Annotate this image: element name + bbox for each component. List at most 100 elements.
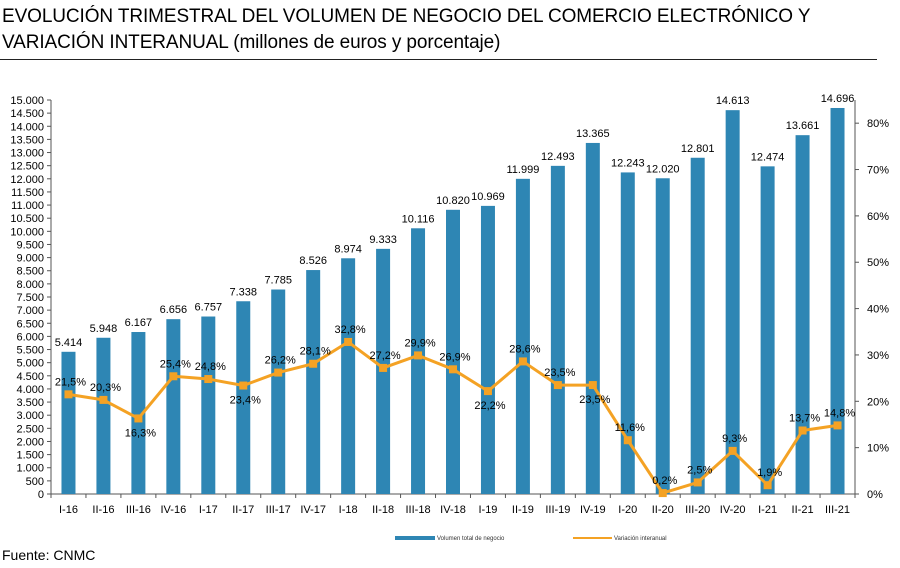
bar-value-label: 12.474 bbox=[751, 151, 785, 163]
left-tick-label: 10.000 bbox=[10, 226, 44, 238]
bar bbox=[166, 319, 181, 494]
line-point bbox=[728, 446, 737, 455]
line-point bbox=[588, 381, 597, 390]
line-value-label: 0,2% bbox=[652, 475, 677, 487]
x-tick-label: III-20 bbox=[685, 504, 710, 516]
line-value-label: 11,6% bbox=[615, 422, 646, 434]
left-tick-label: 4.500 bbox=[16, 371, 44, 383]
line-point bbox=[553, 381, 562, 390]
line-value-label: 2,5% bbox=[687, 464, 712, 476]
left-tick-label: 12.500 bbox=[10, 161, 44, 173]
left-tick-label: 11.000 bbox=[11, 200, 44, 212]
x-tick-label: IV-18 bbox=[440, 504, 466, 516]
bar bbox=[411, 228, 426, 494]
bar bbox=[620, 172, 635, 494]
line-point bbox=[623, 436, 632, 445]
right-tick-label: 0% bbox=[867, 489, 883, 501]
x-tick-label: III-21 bbox=[825, 504, 850, 516]
x-tick-label: IV-17 bbox=[300, 504, 326, 516]
bar-value-label: 9.333 bbox=[369, 234, 397, 246]
left-tick-label: 2.500 bbox=[16, 423, 44, 435]
bar bbox=[61, 351, 76, 494]
left-tick-label: 14.000 bbox=[10, 121, 44, 133]
line-value-label: 26,2% bbox=[265, 355, 296, 367]
line-point bbox=[449, 365, 457, 374]
bar-value-label: 12.243 bbox=[611, 157, 645, 169]
line-value-label: 22,2% bbox=[474, 400, 505, 412]
bar bbox=[585, 142, 600, 495]
right-tick-label: 80% bbox=[867, 118, 889, 130]
x-tick-label: III-18 bbox=[406, 504, 431, 516]
left-tick-label: 5.000 bbox=[16, 358, 44, 370]
bar bbox=[690, 157, 705, 494]
left-tick-label: 7.500 bbox=[16, 292, 44, 304]
x-tick-label: III-19 bbox=[545, 504, 570, 516]
left-tick-label: 7.000 bbox=[16, 305, 44, 317]
bar-value-label: 7.338 bbox=[229, 286, 257, 298]
line-point bbox=[169, 372, 178, 381]
chart-title-line2: VARIACIÓN INTERANUAL (millones de euros … bbox=[2, 32, 501, 53]
line-point bbox=[134, 414, 143, 423]
bar-value-label: 10.116 bbox=[402, 213, 435, 225]
right-tick-label: 40% bbox=[867, 304, 889, 316]
line-point bbox=[204, 375, 213, 384]
left-tick-label: 15.000 bbox=[10, 95, 44, 107]
line-value-label: 21,5% bbox=[55, 376, 86, 388]
line-point bbox=[99, 395, 108, 404]
left-tick-label: 1.500 bbox=[16, 450, 44, 462]
x-tick-label: I-21 bbox=[758, 504, 777, 516]
bar bbox=[446, 209, 460, 494]
line-value-label: 14,8% bbox=[824, 407, 855, 419]
x-tick-label: IV-16 bbox=[161, 504, 187, 516]
line-point bbox=[658, 489, 667, 498]
x-tick-label: II-20 bbox=[652, 504, 674, 516]
bar-value-label: 12.801 bbox=[681, 143, 715, 155]
bar bbox=[96, 337, 111, 494]
bar-value-label: 13.365 bbox=[576, 128, 610, 140]
x-tick-label: IV-20 bbox=[720, 504, 746, 516]
right-tick-label: 10% bbox=[867, 443, 889, 455]
line-value-label: 20,3% bbox=[90, 382, 121, 394]
left-tick-label: 11.500 bbox=[11, 187, 44, 199]
bar bbox=[830, 107, 845, 494]
line-point bbox=[693, 478, 702, 487]
bar-value-label: 6.656 bbox=[160, 304, 188, 316]
x-tick-label: II-19 bbox=[512, 504, 534, 516]
bar-value-label: 12.020 bbox=[646, 163, 680, 175]
left-tick-label: 8.000 bbox=[16, 279, 44, 291]
left-tick-label: 9.000 bbox=[16, 253, 44, 265]
bar-value-label: 14.613 bbox=[716, 95, 750, 107]
bar bbox=[271, 289, 286, 494]
bar-value-label: 5.414 bbox=[55, 337, 83, 349]
x-tick-label: I-18 bbox=[339, 504, 358, 516]
bar bbox=[515, 178, 530, 494]
left-tick-label: 0 bbox=[38, 489, 44, 501]
x-tick-label: II-17 bbox=[232, 504, 254, 516]
line-point bbox=[274, 368, 283, 377]
bar bbox=[236, 301, 251, 494]
line-value-label: 28,6% bbox=[509, 343, 540, 355]
bar-value-label: 6.167 bbox=[125, 317, 153, 329]
x-tick-label: IV-19 bbox=[580, 504, 606, 516]
right-tick-label: 20% bbox=[867, 396, 889, 408]
x-tick-label: II-16 bbox=[92, 504, 114, 516]
left-tick-label: 14.500 bbox=[10, 108, 44, 120]
x-tick-label: I-17 bbox=[199, 504, 218, 516]
line-value-label: 26,9% bbox=[439, 351, 470, 363]
legend-label-line: Variación interanual bbox=[614, 536, 667, 542]
line-value-label: 23,5% bbox=[579, 394, 610, 406]
x-tick-label: II-21 bbox=[792, 504, 814, 516]
bar bbox=[550, 165, 565, 495]
left-tick-label: 13.500 bbox=[10, 134, 44, 146]
source-note: Fuente: CNMC bbox=[2, 547, 96, 563]
left-tick-label: 6.000 bbox=[16, 331, 44, 343]
left-tick-label: 9.500 bbox=[16, 239, 44, 251]
line-point bbox=[833, 421, 842, 430]
line-value-label: 23,4% bbox=[230, 395, 261, 407]
x-tick-label: I-20 bbox=[618, 504, 637, 516]
bar-value-label: 14.696 bbox=[821, 93, 855, 105]
bar-value-label: 8.974 bbox=[334, 243, 362, 255]
bar-value-label: 8.526 bbox=[299, 255, 327, 267]
x-tick-label: III-16 bbox=[126, 504, 151, 516]
